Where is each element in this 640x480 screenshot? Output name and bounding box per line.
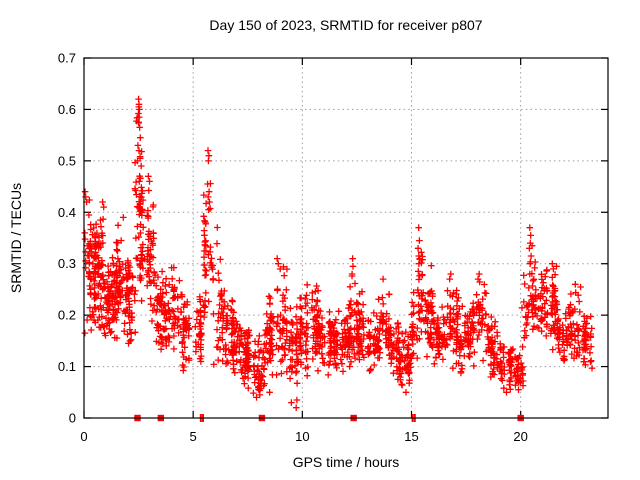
x-tick-label: 5 <box>190 429 197 444</box>
y-tick-label: 0.4 <box>58 205 76 220</box>
axis-ticks <box>83 57 608 419</box>
y-tick-label: 0.5 <box>58 153 76 168</box>
tick-labels: 0 5 10 15 20 0 0.1 0.2 0.3 0.4 0.5 0.6 0.7 <box>58 51 528 445</box>
gridlines <box>84 58 608 418</box>
y-tick-label: 0.3 <box>58 256 76 271</box>
data-points <box>81 95 596 411</box>
x-tick-label: 15 <box>404 429 418 444</box>
y-tick-label: 0.2 <box>58 308 76 323</box>
x-tick-label: 0 <box>80 429 87 444</box>
scatter-plus-markers <box>81 95 596 411</box>
y-tick-label: 0 <box>69 411 76 426</box>
y-tick-label: 0.7 <box>58 51 76 66</box>
plot-frame <box>83 57 609 419</box>
y-axis-label: SRMTID / TECUs <box>8 183 24 293</box>
x-tick-label: 10 <box>295 429 309 444</box>
x-axis-label: GPS time / hours <box>293 454 400 470</box>
x-tick-label: 20 <box>513 429 527 444</box>
y-tick-label: 0.1 <box>58 359 76 374</box>
chart-title: Day 150 of 2023, SRMTID for receiver p80… <box>209 17 482 33</box>
y-tick-label: 0.6 <box>58 102 76 117</box>
